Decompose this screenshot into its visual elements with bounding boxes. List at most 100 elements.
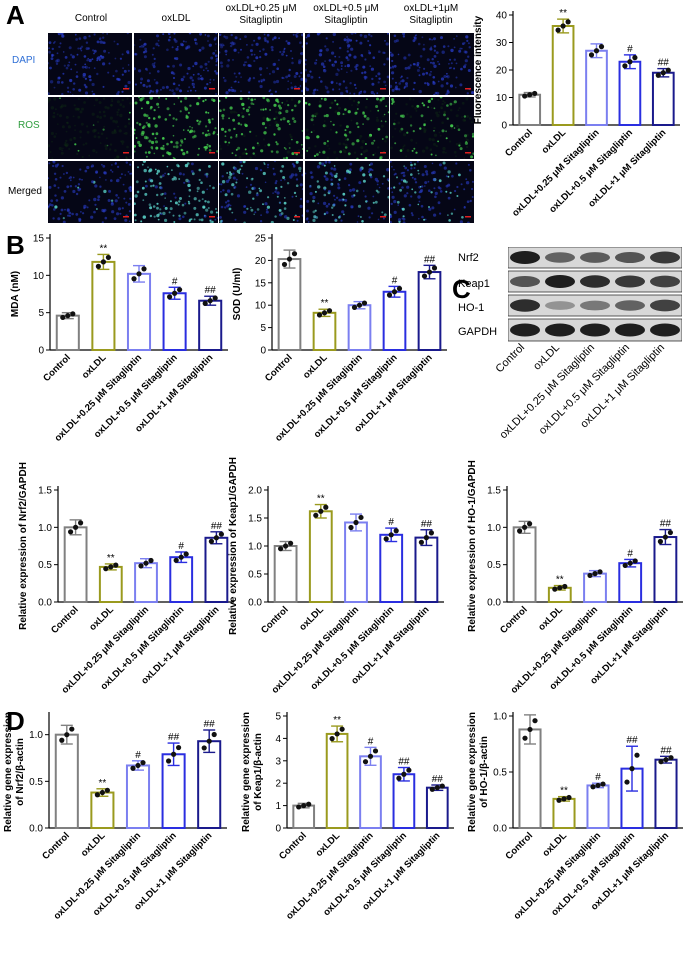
data-point bbox=[291, 251, 298, 257]
band-label-gapdh: GAPDH bbox=[458, 326, 498, 338]
bar bbox=[169, 556, 194, 604]
y-tick-label: 0 bbox=[38, 346, 44, 357]
data-point bbox=[212, 295, 218, 301]
bar bbox=[344, 521, 368, 603]
y-axis-label: Relative gene expressionof Keap1/β-actin bbox=[241, 712, 264, 832]
data-point bbox=[662, 534, 669, 540]
data-point bbox=[396, 775, 402, 781]
y-tick-label: 1.5 bbox=[248, 514, 262, 525]
data-point bbox=[329, 736, 335, 742]
significance-label: # bbox=[172, 276, 178, 287]
data-point bbox=[59, 737, 65, 743]
data-point bbox=[668, 755, 674, 761]
bar bbox=[379, 533, 404, 603]
significance-label: # bbox=[627, 548, 633, 559]
x-tick-label: Control bbox=[41, 352, 73, 384]
data-point bbox=[367, 753, 374, 759]
significance-label: ** bbox=[107, 553, 115, 564]
data-point bbox=[130, 765, 136, 771]
micrograph-tile bbox=[390, 97, 474, 159]
x-tick-label: Control bbox=[259, 604, 291, 636]
y-tick-label: 2.0 bbox=[248, 486, 262, 497]
band-label-nrf2: Nrf2 bbox=[458, 252, 479, 264]
data-point bbox=[321, 310, 328, 316]
y-tick-label: 5 bbox=[275, 712, 281, 723]
bar bbox=[277, 258, 302, 351]
data-point bbox=[78, 520, 84, 526]
data-point bbox=[655, 72, 661, 78]
micrograph-tile bbox=[48, 97, 132, 159]
y-label-line: of Nrf2/β-actin bbox=[15, 738, 26, 806]
data-point bbox=[426, 269, 433, 275]
bar bbox=[91, 260, 116, 352]
data-point bbox=[100, 259, 106, 265]
data-point bbox=[396, 285, 403, 292]
data-point bbox=[428, 530, 434, 536]
data-point bbox=[632, 55, 638, 61]
y-axis-label: Relative expression of HO-1/GAPDH bbox=[467, 460, 478, 632]
y-tick-label: 20 bbox=[496, 66, 508, 77]
y-tick-label: 0.0 bbox=[248, 598, 262, 609]
data-point bbox=[65, 313, 71, 319]
data-point bbox=[627, 59, 633, 65]
data-point bbox=[213, 535, 219, 541]
data-point bbox=[288, 540, 294, 546]
y-tick-label: 2 bbox=[275, 779, 281, 790]
y-tick-label: 5 bbox=[260, 323, 266, 334]
micrograph-tile bbox=[219, 97, 303, 159]
data-point bbox=[178, 554, 184, 560]
data-point bbox=[301, 803, 307, 809]
bar bbox=[425, 786, 449, 829]
data-point bbox=[517, 528, 523, 534]
data-point bbox=[166, 758, 172, 764]
micrograph-tile bbox=[219, 33, 303, 95]
bar bbox=[618, 60, 642, 126]
blot-image bbox=[507, 246, 683, 343]
data-point bbox=[439, 783, 445, 789]
data-point bbox=[73, 524, 79, 530]
col-header-oxldl: oxLDL bbox=[161, 13, 191, 24]
data-point bbox=[136, 271, 142, 277]
micrograph-tile bbox=[390, 33, 474, 95]
significance-label: ## bbox=[660, 745, 672, 756]
data-point bbox=[173, 557, 179, 563]
data-point bbox=[593, 48, 600, 54]
row-label-ros: ROS bbox=[18, 120, 40, 131]
data-point bbox=[339, 726, 345, 732]
data-point bbox=[527, 92, 533, 98]
bar bbox=[583, 572, 607, 603]
data-point bbox=[326, 308, 333, 314]
y-label-line: Relative gene expression bbox=[241, 712, 252, 832]
data-point bbox=[318, 508, 324, 514]
y-tick-label: 0.5 bbox=[38, 560, 52, 571]
significance-label: ## bbox=[658, 58, 670, 69]
data-point bbox=[131, 276, 137, 282]
col-header-1: oxLDL+1μM Sitagliptin bbox=[403, 3, 459, 26]
data-point bbox=[597, 569, 603, 575]
significance-label: # bbox=[392, 275, 398, 286]
micrograph-tile bbox=[48, 33, 132, 95]
data-point bbox=[590, 784, 596, 790]
x-tick-label: Control bbox=[49, 604, 81, 636]
data-point bbox=[356, 302, 363, 308]
y-tick-label: 10 bbox=[33, 271, 45, 282]
col-header-025: oxLDL+0.25 μM Sitagliptin bbox=[225, 3, 297, 26]
y-label-line: of HO-1/β-actin bbox=[479, 736, 490, 808]
data-point bbox=[386, 292, 393, 298]
data-point bbox=[562, 583, 568, 590]
data-point bbox=[211, 731, 217, 738]
y-axis-label: MDA (nM) bbox=[10, 271, 21, 317]
panel-letter-d: D bbox=[6, 706, 25, 736]
bar bbox=[382, 290, 407, 352]
y-tick-label: 0 bbox=[275, 824, 281, 835]
x-tick-label: oxLDL bbox=[80, 352, 109, 381]
significance-label: # bbox=[388, 517, 394, 528]
data-point bbox=[658, 759, 664, 765]
data-point bbox=[353, 519, 359, 526]
data-point bbox=[103, 566, 109, 572]
x-tick-label: oxLDL bbox=[79, 830, 108, 859]
data-point bbox=[600, 781, 606, 787]
data-point bbox=[527, 726, 533, 733]
y-axis-label: SOD (U/ml) bbox=[232, 268, 243, 321]
